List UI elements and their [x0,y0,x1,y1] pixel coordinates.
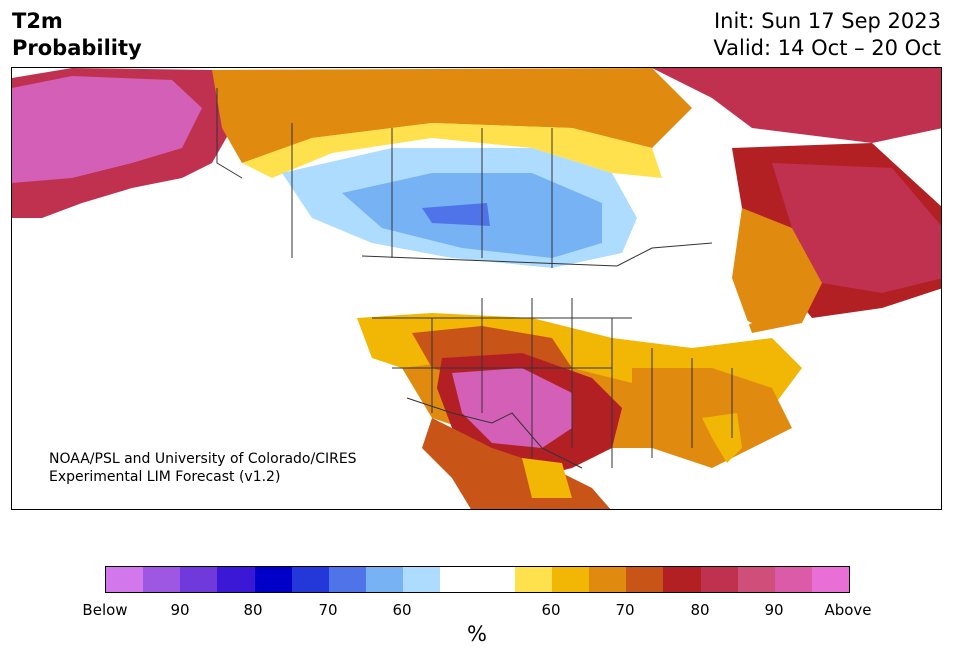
region-quebec-orange [732,208,822,333]
colorbar-segment [366,567,404,592]
region-northern-canada [212,68,692,163]
valid-range: Valid: 14 Oct – 20 Oct [713,36,941,60]
colorbar-segment [217,567,255,592]
colorbar-segment [477,567,515,592]
colorbar-tick-label: 90 [764,601,784,619]
colorbar-segment [589,567,627,592]
credit-text: NOAA/PSL and University of Colorado/CIRE… [49,450,357,486]
init-date: Init: Sun 17 Sep 2023 [713,9,941,33]
colorbar-tick-label: 80 [243,601,263,619]
province-lines [291,123,553,268]
variable-label: T2m [12,9,63,33]
colorbar-segment [663,567,701,592]
credit-line-2: Experimental LIM Forecast (v1.2) [49,469,281,485]
colorbar [105,566,850,593]
colorbar-tick-label: 60 [541,601,561,619]
colorbar-segment [737,567,775,592]
region-mexico-inner [522,458,572,498]
political-borders [216,88,733,469]
region-prairies-cold-core [422,203,490,226]
region-alaska-inner [12,76,202,183]
colorbar-tick-label: 60 [392,601,412,619]
colorbar-segment [106,567,144,592]
colorbar-segment [626,567,664,592]
alaska-canada-border [216,88,243,179]
colorbar-tick-label: Above [824,601,872,619]
region-us-west [357,258,662,333]
great-lakes [632,293,752,333]
colorbar-tick-label: 80 [690,601,710,619]
us-mexico-border [406,397,583,469]
state-lines-east [611,318,733,468]
colorbar-tick-label: 90 [170,601,190,619]
forecast-dates: Init: Sun 17 Sep 2023 Valid: 14 Oct – 20… [713,8,941,62]
canada-us-border [361,242,713,267]
colorbar-segment [328,567,367,592]
colorbar-segment [254,567,292,592]
land-shading [12,68,941,509]
colorbar-tick-label: Below [82,601,128,619]
colorbar-segment [291,567,329,592]
colorbar-segment [774,567,812,592]
colorbar-segment [514,567,552,592]
colorbar-segment [403,567,441,592]
colorbar-segment [143,567,181,592]
product-label: Probability [12,36,142,60]
state-lines-west [372,298,632,458]
map-canvas [12,68,941,509]
colorbar-unit: % [467,622,487,646]
colorbar-segment [551,567,590,592]
colorbar-segment [440,567,478,592]
region-arctic-east [652,68,941,143]
region-canada-yellow [242,123,662,178]
map-title: T2m Probability [12,8,142,62]
colorbar-segment [700,567,738,592]
colorbar-tick-label: 70 [318,601,338,619]
credit-line-1: NOAA/PSL and University of Colorado/CIRE… [49,451,357,467]
colorbar-tick-label: 70 [615,601,635,619]
forecast-map [11,67,942,510]
region-eastern-canada-core [772,163,941,293]
colorbar-segment [180,567,218,592]
colorbar-segment [811,567,850,592]
